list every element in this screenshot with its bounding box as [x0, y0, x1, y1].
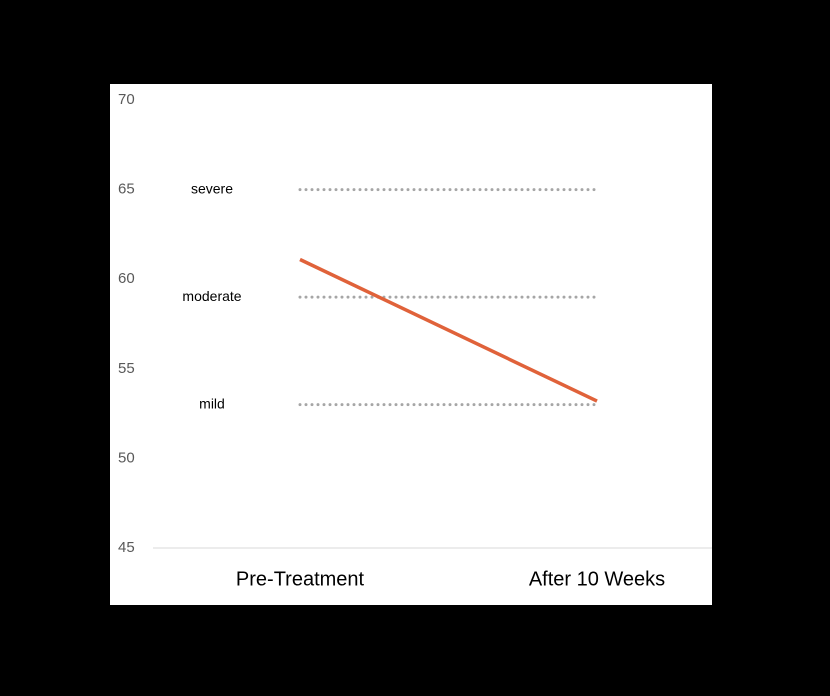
- line-series: [299, 257, 598, 403]
- y-tick-label: 60: [118, 270, 135, 287]
- reference-label: mild: [199, 395, 225, 411]
- x-tick-label: Pre-Treatment: [236, 568, 365, 590]
- y-tick-label: 50: [118, 449, 135, 466]
- y-tick-label: 70: [118, 91, 135, 108]
- reference-label: moderate: [182, 288, 241, 304]
- x-tick-label: After 10 Weeks: [529, 568, 665, 590]
- y-tick-label: 65: [118, 181, 135, 198]
- y-tick-label: 45: [118, 539, 135, 556]
- plot-area: [110, 84, 712, 605]
- y-tick-label: 55: [118, 360, 135, 377]
- reference-label: severe: [191, 180, 233, 196]
